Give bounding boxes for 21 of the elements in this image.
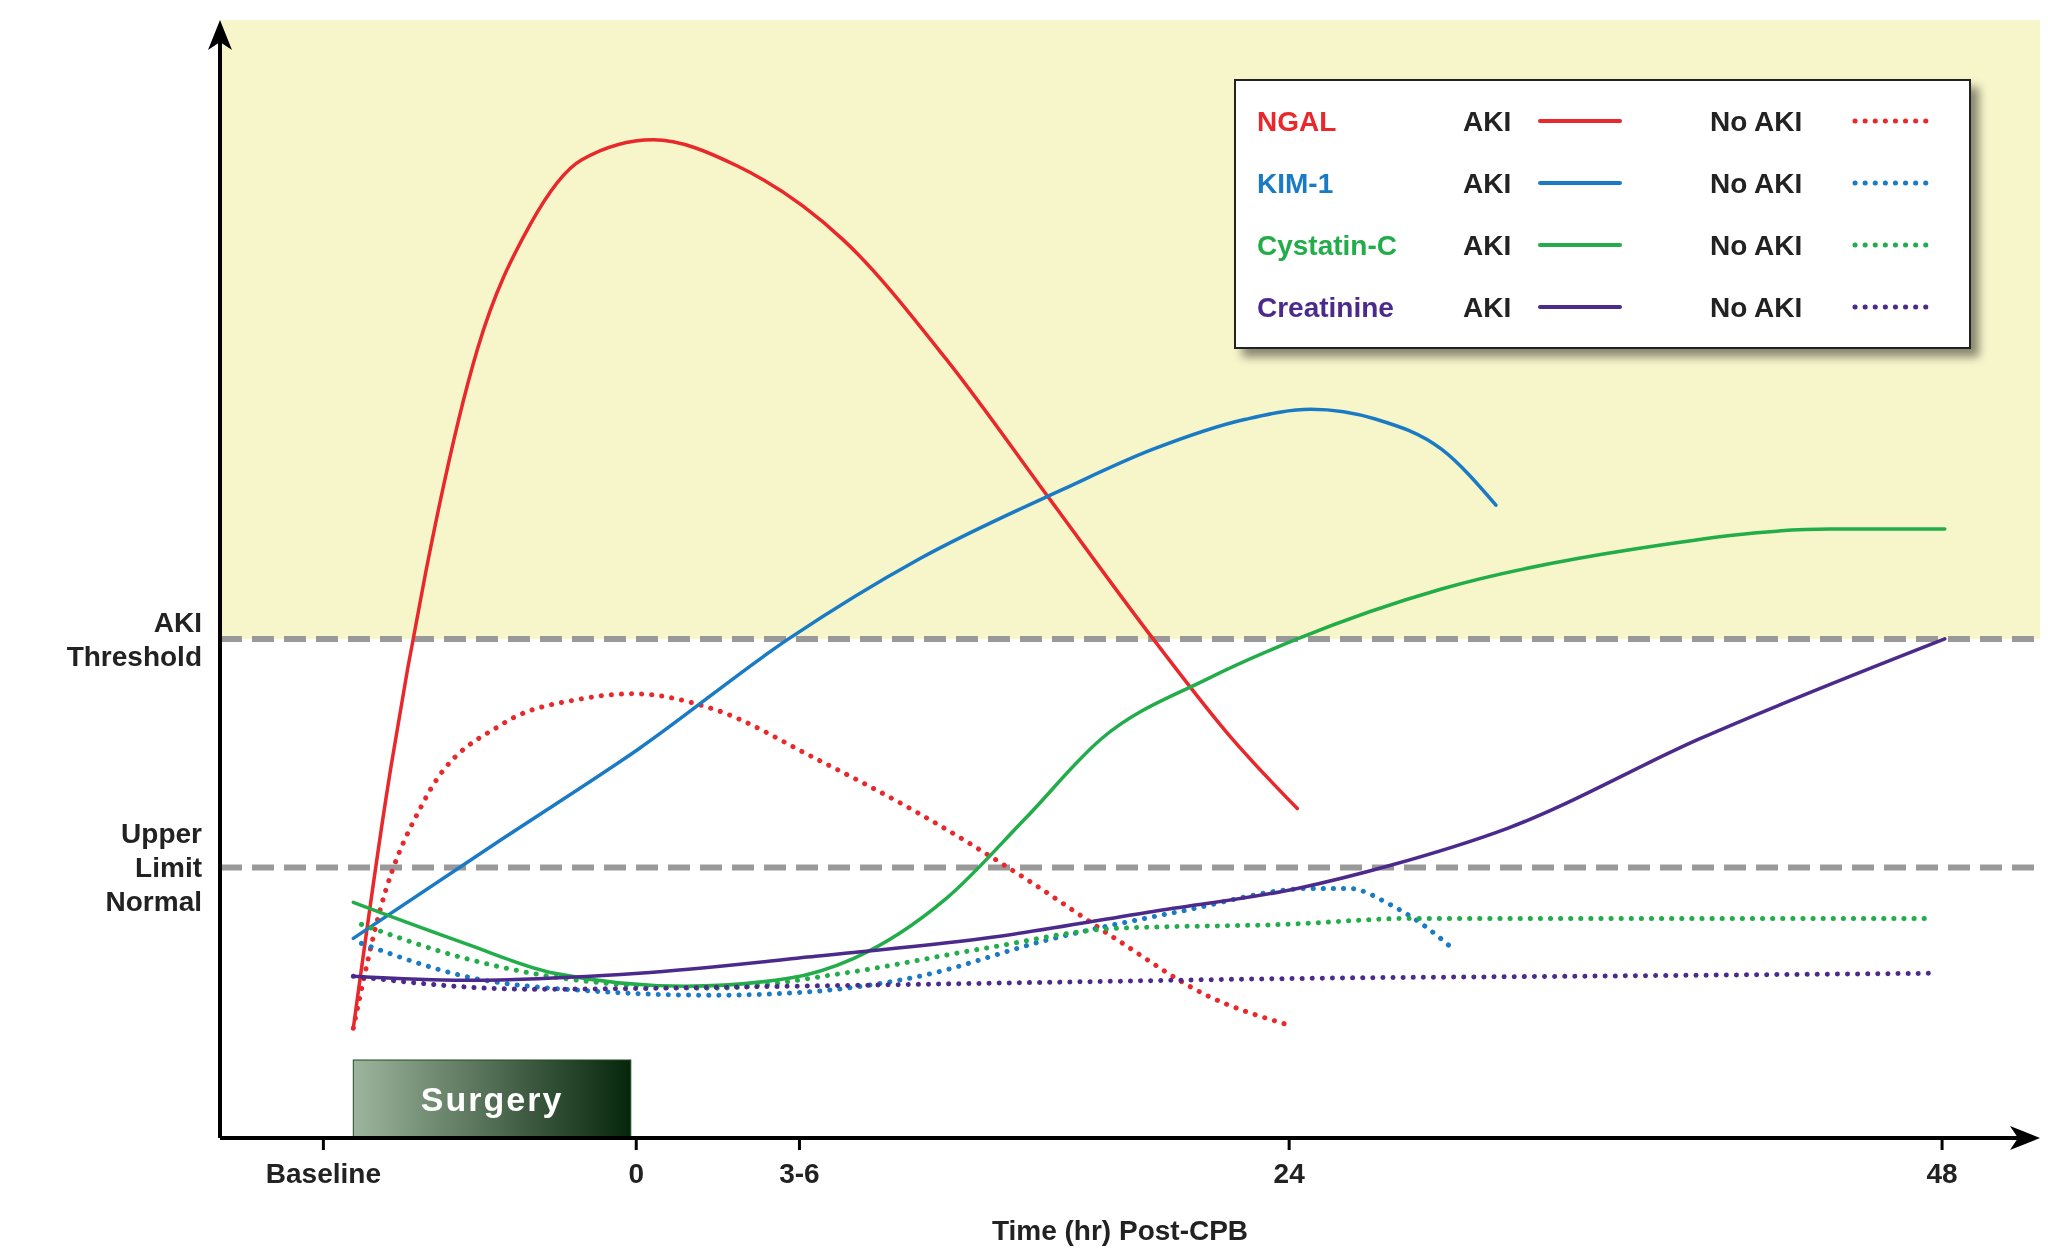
ref-line-label: Upper Limit Normal — [105, 818, 203, 918]
x-axis-title: Time (hr) Post-CPB — [991, 1215, 1249, 1246]
legend-label: No AKI — [1710, 229, 1803, 261]
x-tick-label: 48 — [1926, 1158, 1958, 1189]
legend-label: No AKI — [1710, 291, 1803, 323]
legend-label: AKI — [1463, 105, 1512, 137]
ref-line-label: AKI Threshold — [66, 606, 202, 672]
band-label: Surgery — [420, 1079, 564, 1118]
annotation: Cystatin-C — [1257, 229, 1398, 261]
legend-label: No AKI — [1710, 105, 1803, 137]
legend-label: AKI — [1463, 229, 1512, 261]
text: NGAL — [1257, 105, 1337, 137]
legend-label: No AKI — [1710, 167, 1803, 199]
x-tick-label: 0 — [628, 1158, 645, 1189]
legend-label: AKI — [1463, 167, 1512, 199]
x-tick-label: 3-6 — [779, 1158, 820, 1189]
annotation: KIM-1 — [1257, 167, 1334, 199]
legend-label: AKI — [1463, 291, 1512, 323]
x-tick-label: Baseline — [265, 1158, 381, 1189]
annotation: Creatinine — [1257, 291, 1394, 323]
x-tick-label: 24 — [1273, 1158, 1306, 1189]
